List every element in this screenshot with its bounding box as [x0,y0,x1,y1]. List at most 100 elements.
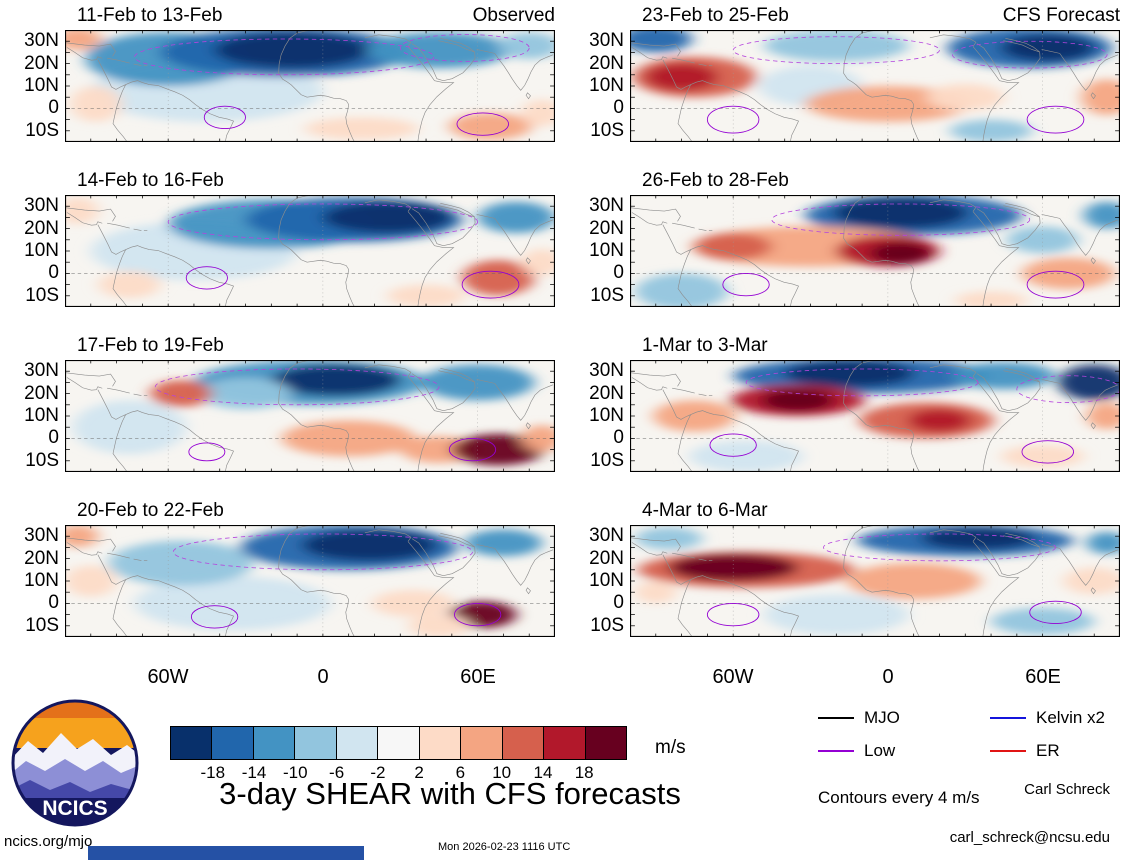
panel-title-row: 4-Mar to 6-Mar [630,499,1120,525]
y-axis-label: 30N [24,360,59,381]
y-axis-label: 10S [25,285,59,306]
low-line-swatch [818,750,854,752]
y-axis-label: 10N [589,240,624,261]
panel-title-row: 11-Feb to 13-Feb Observed [65,4,555,30]
map-canvas [630,525,1120,637]
ncics-logo-text: NCICS [42,797,107,820]
author-email: carl_schreck@ncsu.edu [949,829,1110,846]
x-axis: 60W 0 60E [630,664,1120,694]
colorbar-cell [171,727,212,759]
y-axis-label: 30N [24,30,59,51]
y-axis-label: 10N [589,75,624,96]
generation-timestamp: Mon 2026-02-23 1116 UTC [438,841,571,853]
y-axis-label: 10N [589,570,624,591]
colorbar-cell [377,727,419,759]
mjo-line-swatch [818,717,854,719]
legend-item-er: ER [990,741,1135,761]
colorbar-cell [460,727,502,759]
legend-label: MJO [864,708,900,727]
map-panel: 30N 20N 10N 0 10S [589,30,1120,142]
y-axis-label: 10N [24,75,59,96]
y-axis-label: 20N [589,383,624,404]
y-axis-label: 0 [613,427,624,448]
colorbar-tick-label: -2 [370,763,386,782]
y-axis-label: 30N [589,30,624,51]
panel-title: 23-Feb to 25-Feb [642,5,789,26]
colorbar-cell [584,727,626,759]
panel-title: 11-Feb to 13-Feb [77,5,223,26]
contour-interval-note: Contours every 4 m/s [818,788,980,807]
y-axis-label: 10N [589,405,624,426]
figure-title: 3-day SHEAR with CFS forecasts [219,776,681,811]
y-axis-label: 0 [613,262,624,283]
panel-7: 1-Mar to 3-Mar 30N 20N 10N 0 10S [589,334,1120,472]
column-header: CFS Forecast [1002,5,1120,26]
colorbar-cell [252,727,295,759]
colorbar-cell [418,727,461,759]
y-axis-label: 30N [589,195,624,216]
contour-legend: MJO Kelvin x2 Low ER [818,708,1135,774]
map-panel: 30N 20N 10N 0 10S [24,195,555,307]
map-panel: 30N 20N 10N 0 10S [24,360,555,472]
y-axis-label: 20N [24,383,59,404]
legend-label: ER [1036,741,1060,760]
colorbar-tick-label: -6 [329,763,345,782]
y-axis-label: 20N [589,548,624,569]
legend-item-kelvin: Kelvin x2 [990,708,1135,728]
observed-column: 11-Feb to 13-Feb Observed 30N 20N 10N 0 10S 14-… [24,4,555,694]
er-line-swatch [990,750,1026,752]
colorbar-tick-label: 2 [414,763,424,782]
colorbar-labels: -18 -14 -10 -6 -2 2 6 10 14 18 [170,760,627,784]
y-axis-label: 10S [590,450,624,471]
map-canvas [630,360,1120,472]
colorbar-cell [543,727,585,759]
panel-title-row: 17-Feb to 19-Feb [65,334,555,360]
x-axis-label: 0 [882,666,894,688]
map-panel: 30N 20N 10N 0 10S [589,195,1120,307]
legend-item-mjo: MJO [818,708,990,728]
colorbar-tick-label: -18 [200,763,226,782]
x-axis-label: 60W [147,666,189,688]
panel-title-row: 26-Feb to 28-Feb [630,169,1120,195]
y-axis-label: 20N [24,548,59,569]
colorbar-cell [335,727,378,759]
y-axis-label: 0 [613,97,624,118]
panel-title: 1-Mar to 3-Mar [642,335,768,356]
y-axis-label: 30N [24,525,59,546]
colorbar-unit-label: m/s [655,737,686,758]
map-canvas [65,30,555,142]
y-axis-label: 30N [589,360,624,381]
legend-item-low: Low [818,741,990,761]
y-axis-label: 10S [25,120,59,141]
y-axis-label: 0 [48,427,59,448]
ncics-logo-icon: NCICS [11,699,139,827]
panel-5: 23-Feb to 25-Feb CFS Forecast 30N 20N 10N 0 10… [589,4,1120,142]
colorbar-swatches [170,726,627,760]
y-axis-label: 0 [48,592,59,613]
column-header: Observed [472,5,555,26]
colorbar: -18 -14 -10 -6 -2 2 6 10 14 18 [170,726,627,784]
y-axis-label: 10N [24,240,59,261]
panel-title: 26-Feb to 28-Feb [642,170,789,191]
y-axis-label: 0 [48,262,59,283]
panel-title-row: 20-Feb to 22-Feb [65,499,555,525]
legend-row: Low ER [818,741,1135,761]
map-canvas [630,30,1120,142]
legend-label: Kelvin x2 [1036,708,1105,727]
panel-title-row: 1-Mar to 3-Mar [630,334,1120,360]
y-axis-label: 10S [25,615,59,636]
panel-3: 17-Feb to 19-Feb 30N 20N 10N 0 10S [24,334,555,472]
cfs-forecast-column: 23-Feb to 25-Feb CFS Forecast 30N 20N 10N 0 10… [589,4,1120,694]
map-canvas [65,360,555,472]
colorbar-tick-label: 6 [455,763,466,782]
kelvin-line-swatch [990,717,1026,719]
colorbar-cell [211,727,253,759]
panel-2: 14-Feb to 16-Feb 30N 20N 10N 0 10S [24,169,555,307]
panel-title-row: 14-Feb to 16-Feb [65,169,555,195]
y-axis-label: 10N [24,405,59,426]
map-panel: 30N 20N 10N 0 10S [589,525,1120,637]
panel-title: 14-Feb to 16-Feb [77,170,224,191]
y-axis-label: 20N [589,218,624,239]
map-panel: 30N 20N 10N 0 10S [24,525,555,637]
